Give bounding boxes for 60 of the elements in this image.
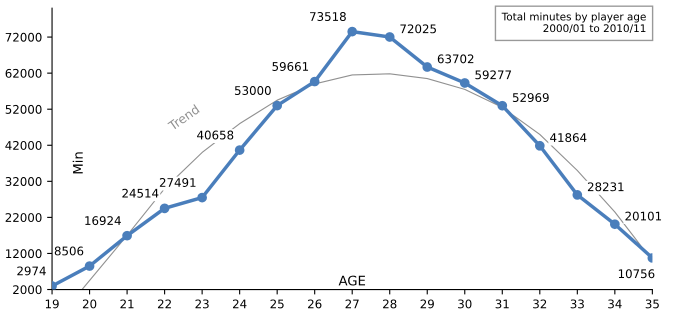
y-axis-title: Min <box>72 152 83 174</box>
x-tick-label: 34 <box>608 299 622 308</box>
point <box>197 192 207 202</box>
data-label: 59277 <box>475 70 512 80</box>
y-tick-label: 62000 <box>6 68 42 78</box>
point <box>384 32 395 42</box>
point <box>534 140 545 151</box>
data-label: 53000 <box>234 86 271 95</box>
data-label: 73518 <box>310 12 346 21</box>
x-tick-label: 21 <box>120 299 134 308</box>
y-tick-label: 32000 <box>6 177 42 186</box>
data-label: 72025 <box>400 24 436 34</box>
y-tick-label: 12000 <box>6 249 42 258</box>
point <box>497 100 508 111</box>
point <box>160 203 170 214</box>
point <box>610 219 620 230</box>
data-label: 28231 <box>588 182 624 192</box>
x-tick-label: 19 <box>46 299 59 308</box>
y-tick-label: 22000 <box>6 213 42 222</box>
text: Total minutes by player age 2000/01 to 2010/11 <box>502 12 646 33</box>
data-label: 41864 <box>550 133 586 142</box>
data-label: 52969 <box>512 93 549 102</box>
x-tick-label: 24 <box>233 299 246 308</box>
x-tick-label: 33 <box>570 299 584 308</box>
y-tick-label: 42000 <box>5 140 42 150</box>
point <box>234 145 245 155</box>
x-tick-label: 30 <box>458 299 472 308</box>
x-tick-label: 27 <box>346 299 359 308</box>
point <box>310 76 320 86</box>
x-tick-label: 28 <box>383 299 396 308</box>
data-label: 24514 <box>122 188 158 198</box>
x-tick-label: 23 <box>195 299 209 308</box>
x-tick-label: 22 <box>158 299 171 308</box>
point <box>272 100 282 110</box>
data-label: 10756 <box>618 269 654 278</box>
data-label: 2974 <box>17 266 46 276</box>
y-tick-label: 52000 <box>6 104 42 114</box>
x-tick-label: 31 <box>496 299 509 308</box>
x-tick-label: 20 <box>82 299 96 308</box>
x-tick-label: 26 <box>308 299 322 308</box>
point <box>460 78 470 88</box>
x-tick-label: 32 <box>533 299 546 308</box>
point <box>84 261 94 271</box>
data-label: 59661 <box>272 62 308 71</box>
x-tick-label: 35 <box>646 299 659 308</box>
x-axis-title: AGE <box>338 276 366 286</box>
data-label: 20101 <box>625 212 662 221</box>
point <box>572 190 582 200</box>
data-label: 40658 <box>197 130 234 140</box>
x-tick-label: 25 <box>270 299 284 308</box>
data-label: 16924 <box>85 216 121 226</box>
x-tick-label: 29 <box>420 299 434 308</box>
point <box>122 230 132 241</box>
data-label: 27491 <box>160 178 196 187</box>
point <box>347 26 358 36</box>
y-tick-label: 2000 <box>13 285 42 294</box>
data-label: 8506 <box>54 246 84 256</box>
y-tick-label: 72000 <box>6 32 42 42</box>
data-label: 63702 <box>438 54 474 64</box>
point <box>422 62 432 72</box>
